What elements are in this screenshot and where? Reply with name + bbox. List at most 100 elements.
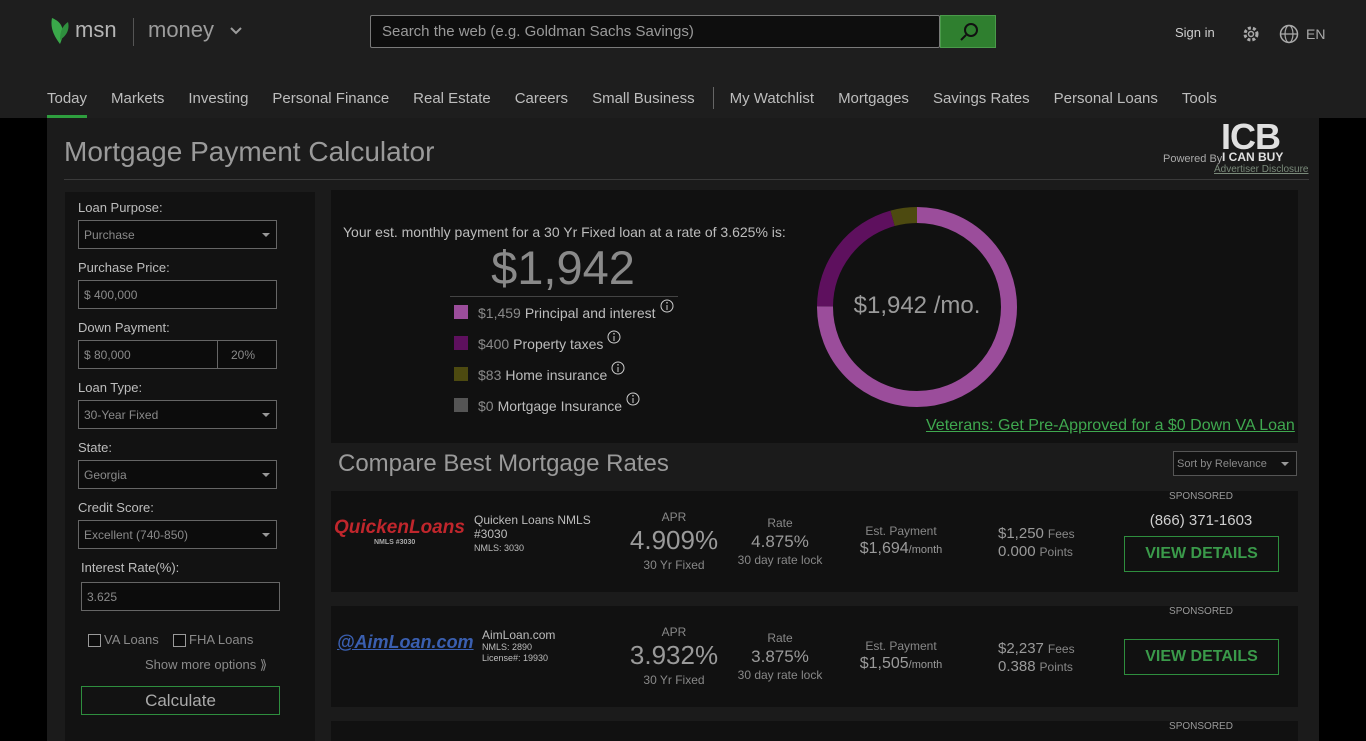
field-input[interactable]: 30-Year Fixed [78, 400, 277, 429]
leaf [51, 18, 63, 44]
search-button[interactable] [940, 15, 996, 48]
legend-amount: $400 [478, 336, 510, 352]
handle [960, 34, 967, 41]
va-loan-link[interactable]: Veterans: Get Pre-Approved for a $0 Down… [926, 417, 1295, 434]
rate-lock: 30 day rate lock [737, 668, 823, 682]
nav-item[interactable]: Personal Loans [1053, 89, 1158, 107]
nav-item[interactable]: Real Estate [413, 89, 491, 107]
nav-item[interactable]: Savings Rates [932, 89, 1030, 107]
info-icon[interactable] [611, 361, 625, 375]
apr-value: 4.909% [629, 525, 719, 555]
page-title: Mortgage Payment Calculator [64, 136, 435, 167]
nav-item[interactable]: Mortgages [838, 89, 909, 107]
lender-logo[interactable]: @AimLoan.com [337, 632, 474, 652]
search-icon [960, 23, 978, 41]
apr-value: 3.932% [629, 640, 719, 670]
field-value: Georgia [84, 468, 127, 482]
view-details-button[interactable]: VIEW DETAILS [1124, 639, 1279, 675]
language[interactable]: EN [1306, 26, 1326, 42]
summary-total: $1,942 [491, 241, 635, 294]
sponsored-label: SPONSORED [1169, 491, 1233, 502]
section-name[interactable]: money [148, 17, 215, 42]
payment-label: Est. Payment [865, 639, 937, 653]
nav-item[interactable]: Tools [1181, 89, 1217, 107]
checkbox-label[interactable]: FHA Loans [189, 632, 254, 647]
field-percent: 20% [231, 348, 256, 362]
nav-separator [712, 87, 714, 109]
field-input[interactable]: $ 80,000 20% [78, 340, 277, 369]
apr-label: APR [661, 510, 687, 524]
field-input[interactable]: Georgia [78, 460, 277, 489]
nav-item[interactable]: Investing [188, 89, 249, 107]
info-ring [607, 330, 621, 344]
checkbox[interactable] [88, 634, 101, 647]
header-divider [133, 18, 134, 46]
fees-row: $2,237 Fees [998, 640, 1075, 658]
legend-row: $83 Home insurance [478, 361, 625, 383]
brand[interactable]: msn [75, 17, 117, 42]
sort-dropdown[interactable]: Sort by Relevance [1173, 451, 1297, 476]
legend-row: $1,459 Principal and interest [478, 299, 674, 321]
rate-label: Rate [767, 516, 793, 530]
info-dot [665, 302, 668, 304]
lender-logo[interactable]: QuickenLoans [334, 517, 465, 538]
more-options-link[interactable]: Show more options ⟫ [145, 657, 268, 672]
dropdown-caret [262, 533, 270, 537]
field-input[interactable]: 3.625 [81, 582, 280, 611]
search-box[interactable]: Search the web (e.g. Goldman Sachs Savin… [370, 15, 940, 48]
lender-license: NMLS: 2890 [482, 642, 533, 652]
view-details-button[interactable]: VIEW DETAILS [1124, 536, 1279, 572]
nav-bar: Today Markets Investing Personal Finance Rea… [47, 87, 1241, 118]
info-icon[interactable] [626, 392, 640, 406]
info-icon[interactable] [660, 299, 674, 313]
info-ring [626, 392, 640, 406]
checkbox[interactable] [173, 634, 186, 647]
nav-active-indicator [47, 114, 88, 118]
summary-intro: Your est. monthly payment for a 30 Yr Fi… [343, 224, 786, 240]
dropdown-caret [262, 413, 270, 417]
offer-card [331, 606, 1298, 707]
legend-name: Home insurance [505, 367, 608, 383]
gear [1243, 26, 1259, 42]
nav-item[interactable]: Personal Finance [272, 89, 390, 107]
lender-phone[interactable]: (866) 371-1603 [1149, 512, 1253, 529]
caret [230, 27, 242, 35]
apr-label: APR [661, 625, 687, 639]
rate-lock: 30 day rate lock [737, 553, 823, 567]
gear-hub [1247, 30, 1255, 38]
nav-item[interactable]: Markets [111, 89, 165, 107]
field-value: Purchase [84, 228, 135, 242]
rate-label: Rate [767, 631, 793, 645]
nav-item[interactable]: My Watchlist [729, 89, 815, 107]
sign-in[interactable]: Sign in [1175, 25, 1215, 40]
field-label: Loan Type: [78, 380, 143, 395]
caret [262, 413, 270, 417]
offer-card [331, 721, 1298, 741]
field-input[interactable]: Purchase [78, 220, 277, 249]
field-input[interactable]: $ 400,000 [78, 280, 277, 309]
caret [262, 233, 270, 237]
nav-item[interactable]: Today [47, 90, 88, 118]
field-value: 3.625 [87, 590, 118, 604]
nav-item[interactable]: Careers [514, 89, 569, 107]
apr-term: 30 Yr Fixed [643, 673, 705, 687]
apr-term: 30 Yr Fixed [643, 558, 705, 572]
payment-unit: /month [908, 544, 943, 556]
calculate-button[interactable]: Calculate [81, 686, 280, 715]
offer-card [331, 491, 1298, 592]
info-ring [660, 299, 674, 313]
field-input[interactable]: Excellent (740-850) [78, 520, 277, 549]
field-label: Down Payment: [78, 320, 170, 335]
info-dot [613, 333, 616, 335]
leaf [60, 22, 69, 40]
checkbox-label[interactable]: VA Loans [104, 632, 159, 647]
nav-item[interactable]: Small Business [592, 89, 695, 107]
info-icon[interactable] [607, 330, 621, 344]
points-row: 0.388 Points [998, 658, 1073, 676]
advertiser-disclosure[interactable]: Advertiser Disclosure [1214, 164, 1309, 175]
payment-value: $1,505 [859, 655, 909, 672]
points-value: 0.000 [998, 543, 1036, 560]
field-label: Credit Score: [78, 500, 154, 515]
partner-logo: ICB [1221, 116, 1281, 157]
globe-icon [1279, 24, 1299, 44]
